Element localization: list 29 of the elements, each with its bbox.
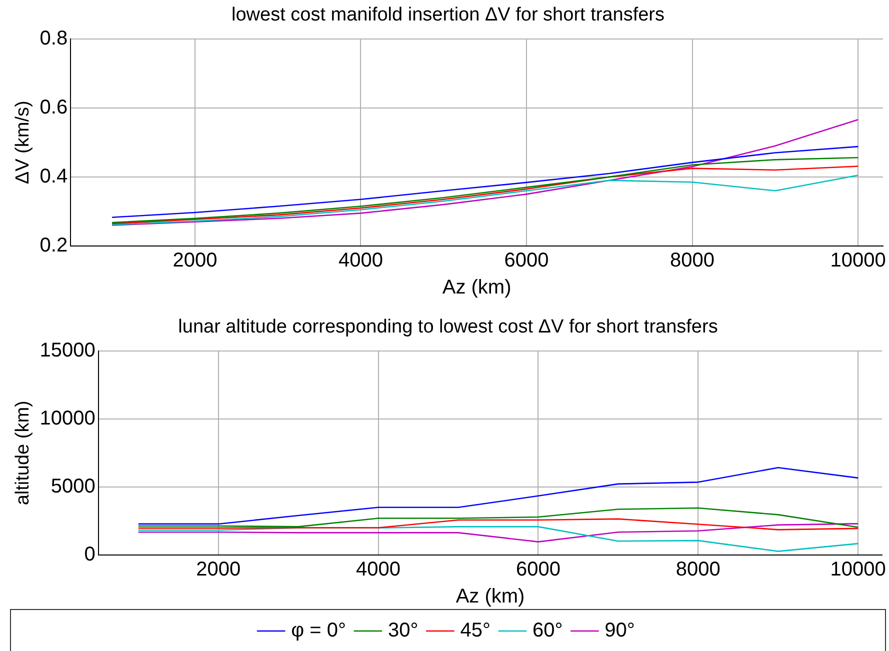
legend-label: 90° bbox=[604, 620, 635, 642]
y-tick-label: 0.8 bbox=[40, 27, 68, 50]
x-tick-label: 6000 bbox=[516, 558, 560, 581]
x-tick-label: 2000 bbox=[196, 558, 241, 581]
y-tick-label: 5000 bbox=[50, 475, 96, 498]
y-tick-label: 10000 bbox=[40, 407, 96, 430]
legend-label: 30° bbox=[388, 620, 418, 642]
y-tick-label: 0 bbox=[84, 544, 96, 566]
x-tick-label: 4000 bbox=[338, 250, 383, 272]
x-tick-label: 4000 bbox=[356, 558, 401, 581]
x-tick-label: 8000 bbox=[670, 250, 715, 272]
y-tick-label: 0.6 bbox=[40, 96, 68, 118]
x-tick-label: 8000 bbox=[676, 558, 720, 581]
x-tick-label: 10000 bbox=[830, 558, 886, 581]
y-tick-label: 0.2 bbox=[40, 234, 68, 257]
y-tick-label: 0.4 bbox=[40, 165, 68, 188]
x-tick-label: 10000 bbox=[830, 250, 886, 272]
x-tick-label: 6000 bbox=[504, 250, 549, 272]
y-axis-title: ΔV (km/s) bbox=[12, 100, 34, 184]
chart-title: lowest cost manifold insertion ΔV for short transfers bbox=[232, 4, 664, 26]
x-tick-label: 2000 bbox=[172, 250, 218, 272]
x-axis-title: Az (km) bbox=[456, 586, 525, 608]
legend-label: φ = 0° bbox=[291, 620, 346, 642]
x-axis-title: Az (km) bbox=[442, 276, 512, 299]
legend-label: 60° bbox=[532, 620, 563, 642]
y-axis-title: altitude (km) bbox=[12, 400, 34, 506]
chart-title: lunar altitude corresponding to lowest cost ΔV for short transfers bbox=[178, 316, 718, 338]
y-tick-label: 15000 bbox=[40, 339, 96, 362]
legend-label: 45° bbox=[460, 620, 490, 642]
